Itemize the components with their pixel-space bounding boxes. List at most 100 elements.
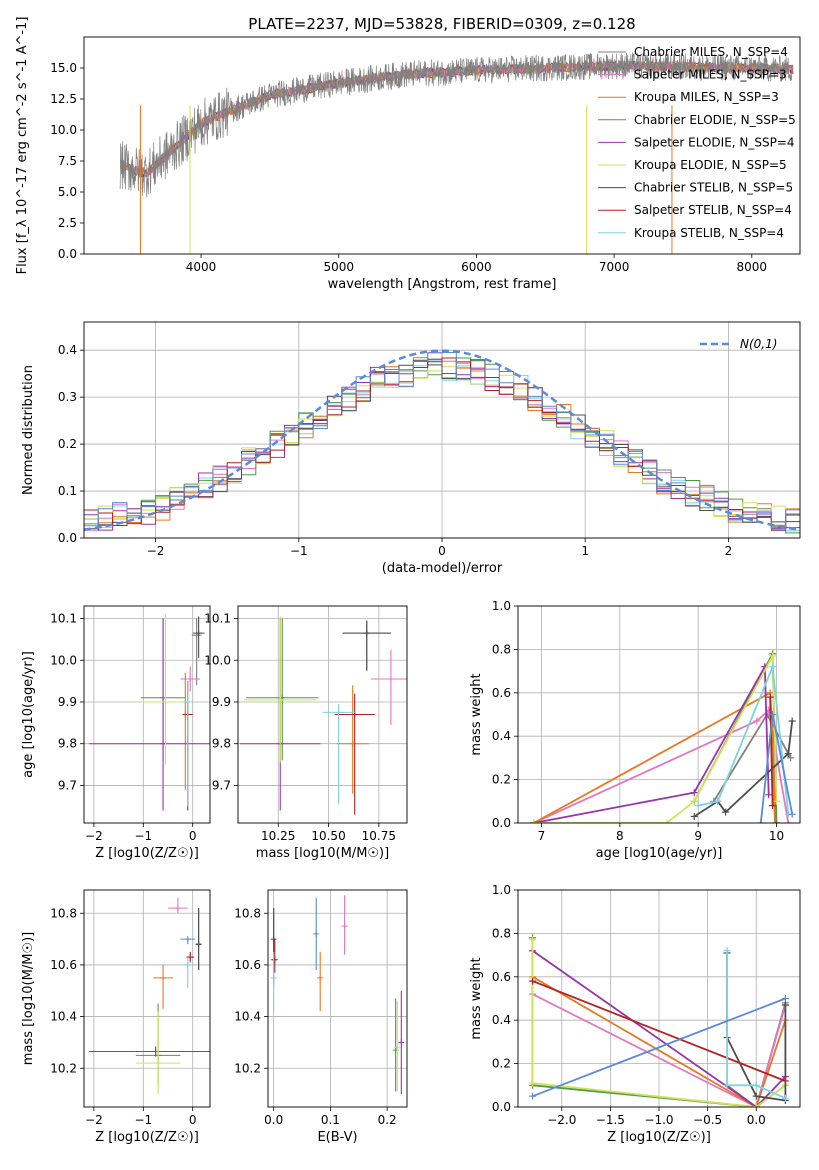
y-tick-label: 9.7 xyxy=(212,778,231,792)
data-point xyxy=(277,696,284,703)
x-tick-label: 6000 xyxy=(461,260,492,274)
series-line xyxy=(533,663,770,823)
x-tick-label: 8 xyxy=(616,829,624,843)
y-tick-label: 0.0 xyxy=(492,1100,511,1114)
legend-label-5: Kroupa ELODIE, N_SSP=5 xyxy=(634,158,787,172)
data-point xyxy=(160,974,167,981)
y-tick-label: 10.0 xyxy=(204,653,231,667)
data-point xyxy=(271,956,278,963)
series-line xyxy=(532,976,787,1107)
y-axis-label: Flux [f_λ 10^-17 erg cm^-2 s^-1 A^-1] xyxy=(15,17,30,275)
series-marker xyxy=(690,812,698,820)
residual-hist-blue xyxy=(84,352,800,530)
y-tick-label: 10.6 xyxy=(50,958,77,972)
y-tick-label: 15.0 xyxy=(50,61,77,75)
series-line xyxy=(533,708,790,823)
spectrum-lines xyxy=(119,52,794,254)
series-marker xyxy=(766,693,774,701)
series-marker xyxy=(714,797,722,805)
series-marker xyxy=(781,1077,789,1085)
legend-label-6: Chabrier STELIB, N_SSP=5 xyxy=(634,181,793,195)
x-tick-label: 0.0 xyxy=(747,1113,766,1127)
age-vs-Z-frame xyxy=(83,605,211,824)
y-axis-label: mass [log10(M/M☉)] xyxy=(21,932,36,1065)
data-spectrum xyxy=(119,52,794,198)
legend-label-7: Salpeter STELIB, N_SSP=4 xyxy=(634,203,792,217)
series-line xyxy=(532,993,787,1107)
residuals-frame xyxy=(83,321,801,539)
data-point xyxy=(162,698,169,705)
legend-label-3: Chabrier ELODIE, N_SSP=5 xyxy=(634,113,796,127)
x-tick-label: −1 xyxy=(290,544,308,558)
age-vs-Z-axes: −2 −1 0 9.7 9.8 9.9 10.0 10.1 Z [log10(Z/Z☉)] age… xyxy=(21,606,210,861)
series-marker xyxy=(781,1001,789,1009)
x-tick-label: 0.1 xyxy=(321,1113,340,1127)
series-marker xyxy=(781,995,789,1002)
y-tick-label: 10.2 xyxy=(234,1061,261,1075)
data-point xyxy=(195,630,202,637)
series-marker xyxy=(781,1094,789,1102)
y-tick-label: 0.6 xyxy=(492,686,511,700)
spectrum-axes: 4000 5000 6000 7000 8000 0.0 2.5 5.0 7.5 10.0 12.5… xyxy=(15,17,767,292)
x-tick-label: −1 xyxy=(134,829,152,843)
x-tick-label: 10.25 xyxy=(261,829,295,843)
series-marker xyxy=(723,947,731,955)
massweight-vs-Z-axes: −2.0 −1.5 −1.0 −0.5 0.0 0.0 0.2 0.4 0.6 0.8 1.0 Z [… xyxy=(469,883,800,1145)
series-marker xyxy=(757,819,765,823)
series-marker xyxy=(752,1081,760,1089)
y-tick-label: 10.1 xyxy=(204,612,231,626)
data-point xyxy=(398,1039,405,1046)
data-point xyxy=(335,709,342,716)
series-marker xyxy=(788,717,796,725)
x-tick-label: −2.0 xyxy=(547,1113,576,1127)
x-tick-label: −2 xyxy=(147,544,165,558)
y-tick-label: 0.4 xyxy=(492,729,511,743)
x-tick-label: 9 xyxy=(694,829,702,843)
x-axis-label: mass [log10(M/M☉)] xyxy=(256,846,389,861)
series-marker xyxy=(723,1081,731,1089)
data-point xyxy=(195,941,202,948)
y-tick-label: 1.0 xyxy=(492,883,511,897)
massweight-vs-Z-frame xyxy=(517,889,801,1108)
data-point xyxy=(270,936,277,943)
age-vs-mass-points xyxy=(240,616,407,815)
x-axis-label: Z [log10(Z/Z☉)] xyxy=(607,1130,711,1145)
y-tick-label: 0.8 xyxy=(492,926,511,940)
spectrum-frame xyxy=(83,36,801,255)
data-point xyxy=(394,1044,401,1051)
age-vs-mass-frame xyxy=(237,605,408,824)
series-marker xyxy=(722,808,730,816)
data-point xyxy=(341,923,348,930)
x-tick-label: 10 xyxy=(769,829,784,843)
x-axis-label: E(B-V) xyxy=(317,1130,357,1145)
y-tick-label: 9.7 xyxy=(58,778,77,792)
y-tick-label: 9.9 xyxy=(212,695,231,709)
series-marker xyxy=(663,819,671,823)
data-point xyxy=(363,630,370,637)
y-tick-label: 1.0 xyxy=(492,599,511,613)
series-marker xyxy=(529,977,537,985)
y-tick-label: 5.0 xyxy=(58,185,77,199)
y-tick-label: 0.4 xyxy=(492,1013,511,1027)
series-marker xyxy=(752,1092,760,1100)
x-tick-label: 10.75 xyxy=(362,829,396,843)
series-marker xyxy=(784,750,792,758)
y-tick-label: 10.8 xyxy=(50,906,77,920)
y-tick-label: 0.2 xyxy=(492,773,511,787)
mass-vs-Z-points xyxy=(88,897,210,1095)
y-tick-label: 10.2 xyxy=(50,1061,77,1075)
data-point xyxy=(317,974,324,981)
data-point xyxy=(184,936,191,943)
mass-vs-Z-frame xyxy=(83,889,211,1108)
legend-label-4: Salpeter ELODIE, N_SSP=4 xyxy=(634,135,795,149)
y-axis-label: mass weight xyxy=(469,673,484,755)
legend-label-2: Kroupa MILES, N_SSP=3 xyxy=(634,90,779,104)
series-marker xyxy=(769,711,777,718)
series-marker xyxy=(690,797,698,805)
residual-hist-6 xyxy=(84,359,800,530)
age-vs-Z-points xyxy=(88,614,210,811)
x-axis-label: Z [log10(Z/Z☉)] xyxy=(95,1130,199,1145)
x-tick-label: 0.2 xyxy=(378,1113,397,1127)
y-tick-label: 0.6 xyxy=(492,970,511,984)
